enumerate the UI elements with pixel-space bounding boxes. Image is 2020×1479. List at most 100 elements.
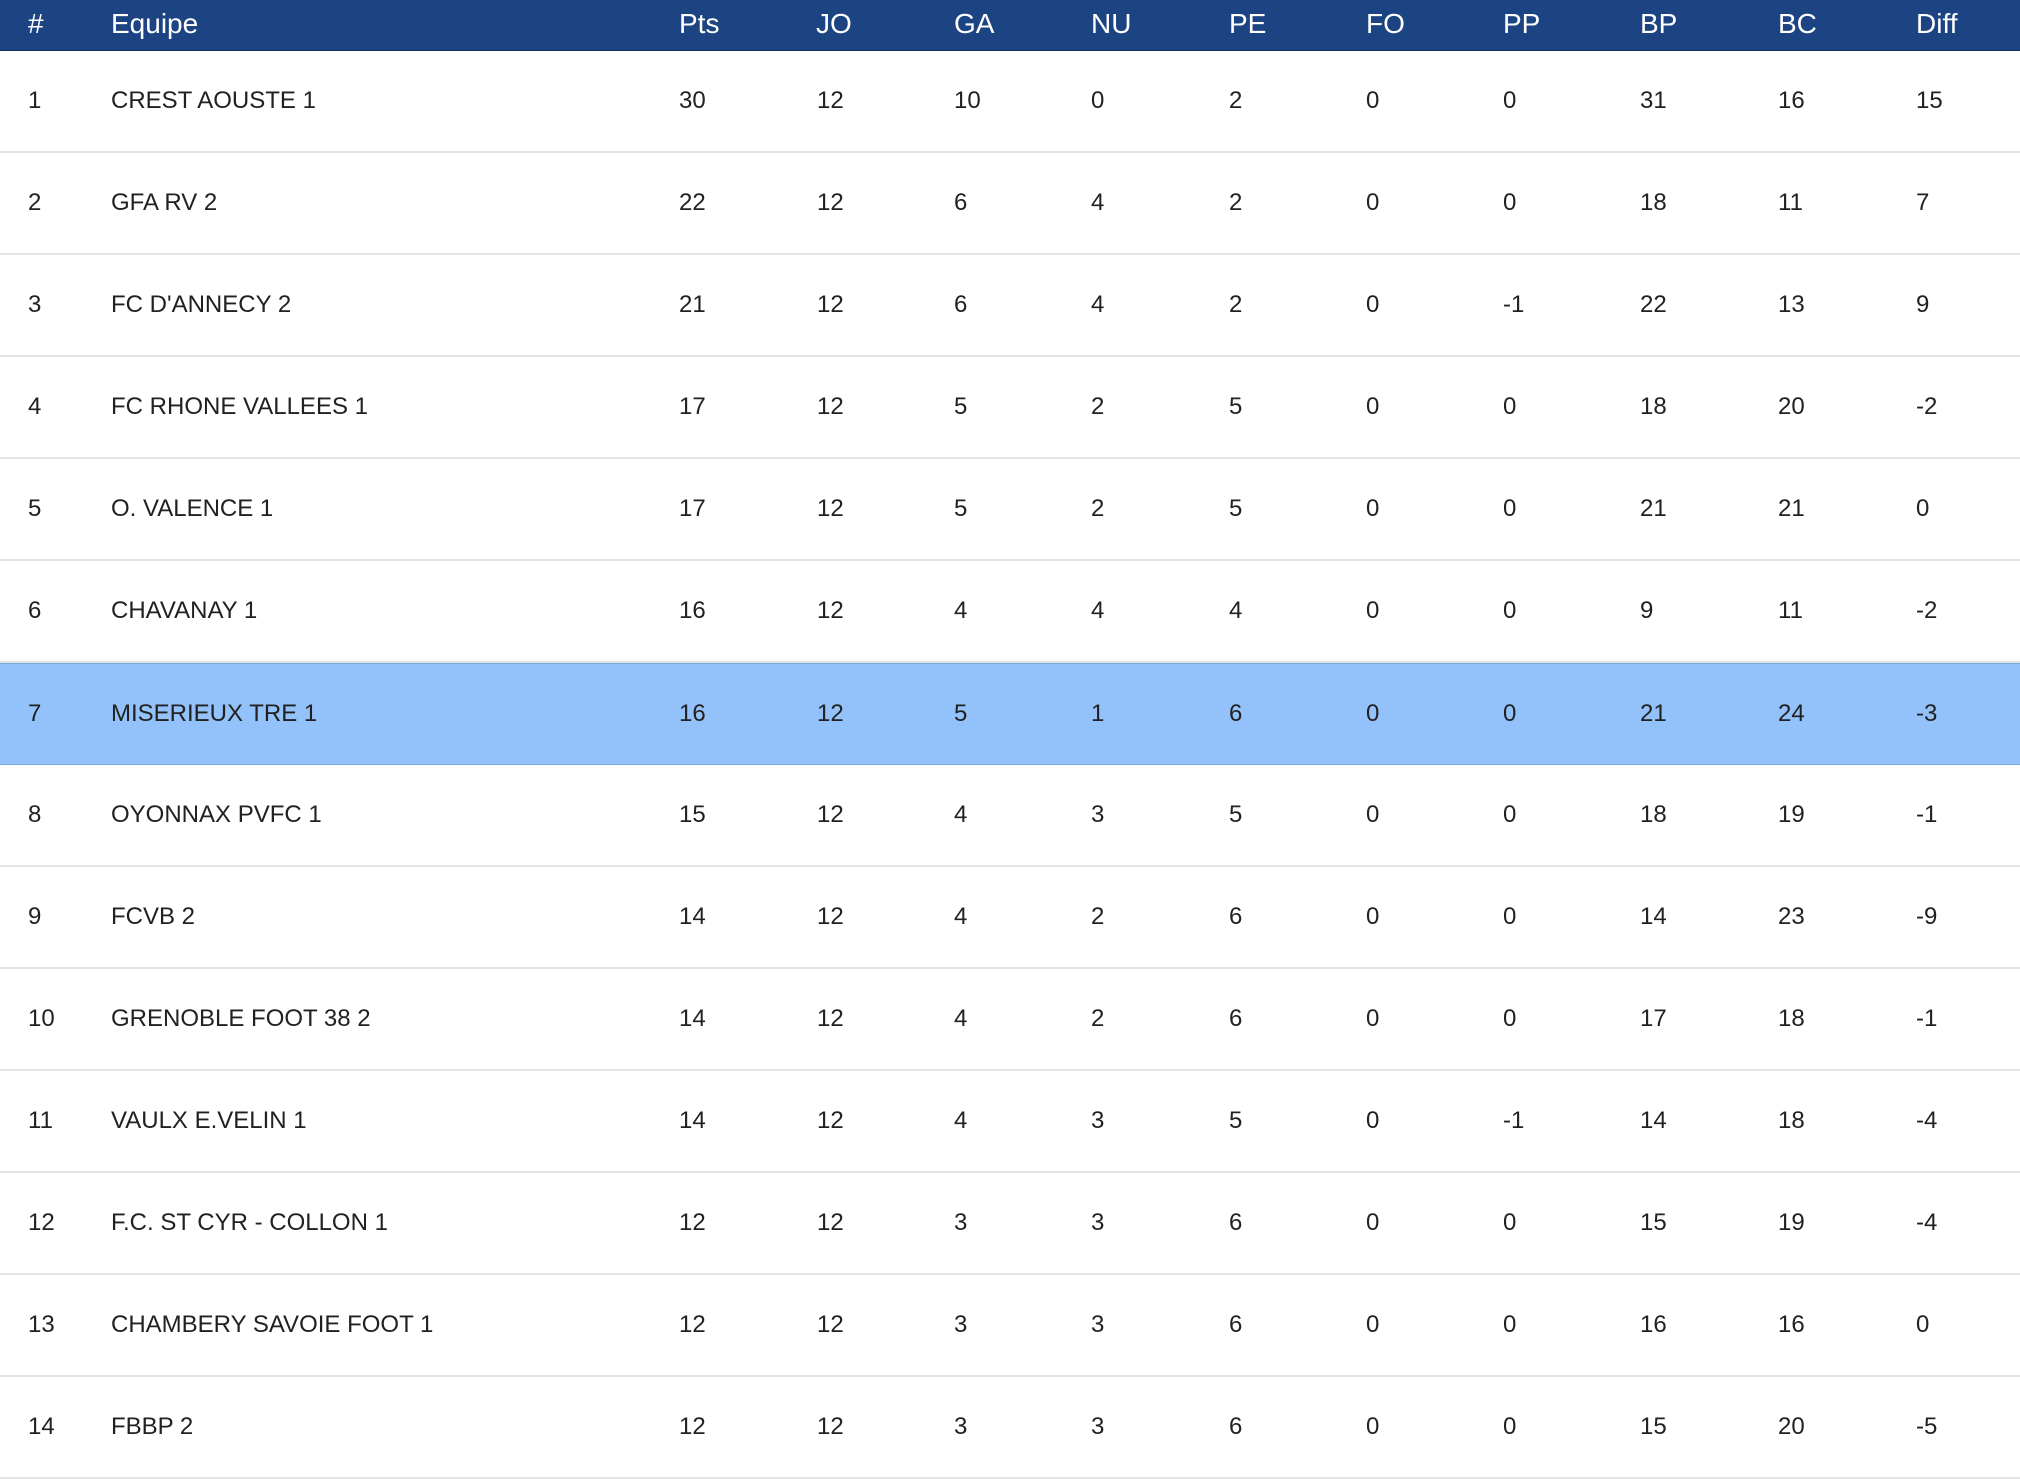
penalty-points-cell: 0: [1503, 1413, 1517, 1440]
goals-for-cell: 17: [1640, 1005, 1667, 1032]
won-cell: 5: [954, 495, 968, 522]
goals-for-cell: 21: [1640, 495, 1667, 522]
won-cell: 6: [954, 189, 968, 216]
points-cell: 30: [679, 87, 706, 114]
penalty-points-cell: 0: [1503, 1005, 1517, 1032]
won-cell: 3: [954, 1311, 968, 1338]
team-name-cell: FBBP 2: [111, 1413, 194, 1440]
rank-cell: 4: [28, 393, 42, 420]
rank-cell: 12: [28, 1209, 55, 1236]
rank-cell: 3: [28, 291, 42, 318]
team-name-cell: F.C. ST CYR - COLLON 1: [111, 1209, 388, 1236]
header-forfeit[interactable]: FO: [1366, 8, 1405, 39]
header-goals-for[interactable]: BP: [1640, 8, 1678, 39]
points-cell: 12: [679, 1311, 706, 1338]
header-goal-difference[interactable]: Diff: [1916, 8, 1958, 39]
lost-cell: 5: [1229, 495, 1243, 522]
goals-against-cell: 24: [1778, 700, 1805, 727]
drawn-cell: 2: [1091, 903, 1105, 930]
header-penalty-points[interactable]: PP: [1503, 8, 1541, 39]
points-cell: 12: [679, 1209, 706, 1236]
played-cell: 12: [817, 801, 844, 828]
goals-for-cell: 15: [1640, 1209, 1667, 1236]
drawn-cell: 4: [1091, 291, 1105, 318]
played-cell: 12: [817, 903, 844, 930]
rank-cell: 6: [28, 597, 42, 624]
drawn-cell: 2: [1091, 495, 1105, 522]
goals-against-cell: 21: [1778, 495, 1805, 522]
table-row[interactable]: 9 FCVB 2 14 12 4 2 6 0 0 14 23 -9: [0, 867, 2020, 969]
penalty-points-cell: 0: [1503, 1311, 1517, 1338]
rank-cell: 8: [28, 801, 42, 828]
header-lost[interactable]: PE: [1229, 8, 1267, 39]
lost-cell: 6: [1229, 1209, 1243, 1236]
won-cell: 4: [954, 1107, 968, 1134]
header-rank[interactable]: #: [28, 8, 44, 39]
table-row[interactable]: 12 F.C. ST CYR - COLLON 1 12 12 3 3 6 0 0 15 19 -4: [0, 1173, 2020, 1275]
table-row[interactable]: 1 CREST AOUSTE 1 30 12 10 0 2 0 0 31 16 15: [0, 51, 2020, 153]
played-cell: 12: [817, 1209, 844, 1236]
header-team[interactable]: Equipe: [111, 8, 199, 39]
played-cell: 12: [817, 1005, 844, 1032]
table-row[interactable]: 14 FBBP 2 12 12 3 3 6 0 0 15 20 -5: [0, 1377, 2020, 1479]
table-row[interactable]: 10 GRENOBLE FOOT 38 2 14 12 4 2 6 0 0 17 18 -1: [0, 969, 2020, 1071]
points-cell: 22: [679, 189, 706, 216]
header-played[interactable]: JO: [816, 8, 852, 39]
lost-cell: 6: [1229, 700, 1243, 727]
lost-cell: 5: [1229, 801, 1243, 828]
header-points[interactable]: Pts: [679, 8, 720, 39]
table-row[interactable]: 3 FC D'ANNECY 2 21 12 6 4 2 0 -1 22 13 9: [0, 255, 2020, 357]
goals-for-cell: 9: [1640, 597, 1654, 624]
played-cell: 12: [817, 597, 844, 624]
team-name-cell: CHAMBERY SAVOIE FOOT 1: [111, 1311, 434, 1338]
goal-difference-cell: 7: [1916, 189, 1930, 216]
header-goals-against[interactable]: BC: [1778, 8, 1817, 39]
goals-against-cell: 11: [1778, 189, 1803, 216]
goals-for-cell: 21: [1640, 700, 1667, 727]
penalty-points-cell: 0: [1503, 597, 1517, 624]
lost-cell: 2: [1229, 291, 1243, 318]
team-name-cell: GFA RV 2: [111, 189, 218, 216]
table-row[interactable]: 11 VAULX E.VELIN 1 14 12 4 3 5 0 -1 14 18 -4: [0, 1071, 2020, 1173]
lost-cell: 5: [1229, 1107, 1243, 1134]
table-row[interactable]: 13 CHAMBERY SAVOIE FOOT 1 12 12 3 3 6 0 0 16 16 0: [0, 1275, 2020, 1377]
won-cell: 4: [954, 1005, 968, 1032]
rank-cell: 2: [28, 189, 42, 216]
rank-cell: 14: [28, 1413, 55, 1440]
penalty-points-cell: 0: [1503, 700, 1517, 727]
team-name-cell: CHAVANAY 1: [111, 597, 258, 624]
won-cell: 3: [954, 1413, 968, 1440]
table-row[interactable]: 4 FC RHONE VALLEES 1 17 12 5 2 5 0 0 18 20 -2: [0, 357, 2020, 459]
lost-cell: 2: [1229, 189, 1243, 216]
drawn-cell: 2: [1091, 393, 1105, 420]
team-name-cell: FC RHONE VALLEES 1: [111, 393, 368, 420]
table-header: # Equipe Pts JO GA NU PE FO PP BP BC Dif…: [0, 0, 2020, 51]
penalty-points-cell: 0: [1503, 801, 1517, 828]
goals-for-cell: 31: [1640, 87, 1667, 114]
goal-difference-cell: 0: [1916, 495, 1930, 522]
goals-against-cell: 16: [1778, 87, 1805, 114]
rank-cell: 11: [28, 1107, 53, 1134]
goals-against-cell: 16: [1778, 1311, 1805, 1338]
played-cell: 12: [817, 189, 844, 216]
rank-cell: 5: [28, 495, 42, 522]
table-row[interactable]: 6 CHAVANAY 1 16 12 4 4 4 0 0 9 11 -2: [0, 561, 2020, 663]
goal-difference-cell: -2: [1916, 393, 1938, 420]
table-row[interactable]: 8 OYONNAX PVFC 1 15 12 4 3 5 0 0 18 19 -1: [0, 765, 2020, 867]
forfeit-cell: 0: [1366, 291, 1380, 318]
goal-difference-cell: -1: [1916, 801, 1938, 828]
won-cell: 4: [954, 903, 968, 930]
table-body: 1 CREST AOUSTE 1 30 12 10 0 2 0 0 31 16 15 2 GFA RV 2…: [0, 51, 2020, 1479]
table-row-highlighted[interactable]: 7 MISERIEUX TRE 1 16 12 5 1 6 0 0 21 24 -3: [0, 663, 2020, 765]
table-row[interactable]: 2 GFA RV 2 22 12 6 4 2 0 0 18 11 7: [0, 153, 2020, 255]
penalty-points-cell: 0: [1503, 495, 1517, 522]
drawn-cell: 3: [1091, 1413, 1105, 1440]
header-won[interactable]: GA: [954, 8, 995, 39]
drawn-cell: 3: [1091, 1311, 1105, 1338]
table-row[interactable]: 5 O. VALENCE 1 17 12 5 2 5 0 0 21 21 0: [0, 459, 2020, 561]
won-cell: 4: [954, 597, 968, 624]
goals-for-cell: 22: [1640, 291, 1667, 318]
goal-difference-cell: -5: [1916, 1413, 1938, 1440]
header-drawn[interactable]: NU: [1091, 8, 1132, 39]
